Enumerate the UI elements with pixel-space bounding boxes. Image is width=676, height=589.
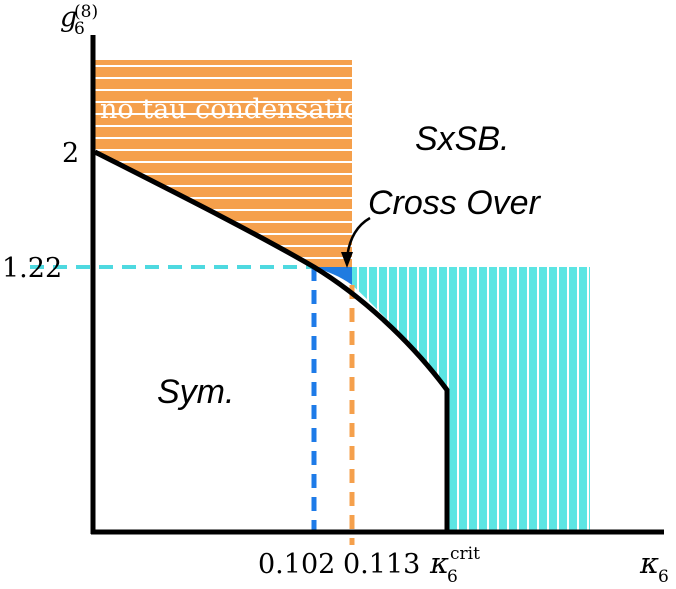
y-axis-label: g [60, 2, 77, 33]
sym-label: Sym. [157, 373, 234, 411]
cyan-region [352, 267, 590, 532]
x-tick-crit-sub: 6 [447, 567, 458, 587]
phase-boundary [93, 149, 450, 532]
x-axis-label-sub: 6 [658, 567, 669, 587]
y-axis-label-sup: (8) [74, 2, 98, 22]
cross-over-label: Cross Over [368, 184, 542, 222]
x-tick-0102: 0.102 [258, 549, 335, 580]
y-axis-label-sub: 6 [74, 19, 85, 39]
y-tick-122: 1.22 [2, 253, 62, 284]
y-tick-2: 2 [62, 138, 79, 169]
overlap-patch [314, 267, 352, 285]
x-axis-label: κ [639, 546, 659, 580]
x-tick-0113: 0.113 [343, 549, 420, 580]
arrow-head [341, 252, 353, 268]
no-tau-label: no tau condensation [100, 94, 378, 125]
x-tick-crit: κ [429, 546, 449, 580]
x-tick-crit-sup: crit [450, 544, 480, 564]
sxsb-label: SxSB. [415, 120, 509, 158]
